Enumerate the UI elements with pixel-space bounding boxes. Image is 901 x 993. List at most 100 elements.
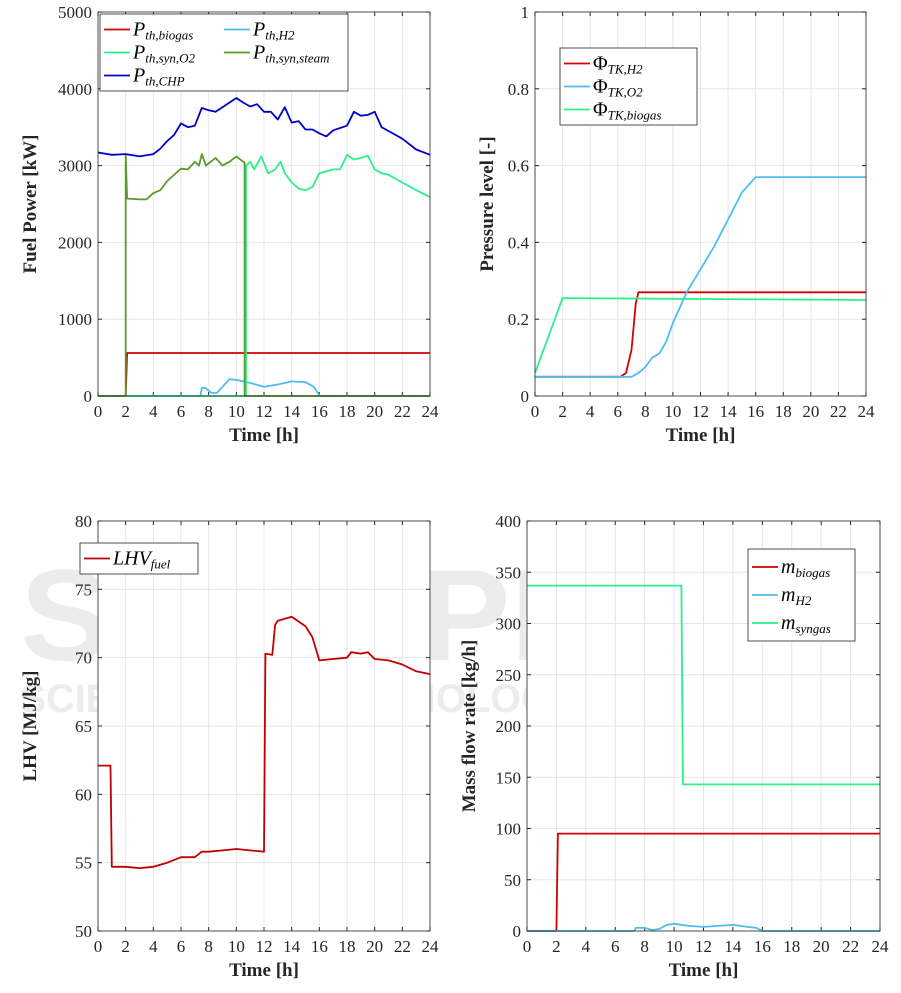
x-tick-label: 12 bbox=[695, 937, 712, 956]
legend-subscript: th,CHP bbox=[145, 74, 184, 89]
x-tick-label: 6 bbox=[614, 402, 623, 421]
x-tick-label: 8 bbox=[204, 402, 213, 421]
x-axis-label: Time [h] bbox=[229, 425, 299, 446]
legend-subscript: th,biogas bbox=[145, 28, 193, 43]
legend-subscript: biogas bbox=[795, 565, 830, 580]
axes-box bbox=[97, 11, 431, 397]
x-tick-label: 14 bbox=[283, 402, 301, 421]
x-tick-label: 14 bbox=[724, 937, 742, 956]
x-tick-label: 20 bbox=[813, 937, 830, 956]
y-tick-label: 65 bbox=[75, 717, 92, 736]
legend-symbol: Φ bbox=[593, 99, 608, 121]
y-axis-label: Pressure level [-] bbox=[477, 136, 498, 271]
y-axis-label: Fuel Power [kW] bbox=[20, 135, 41, 274]
y-tick-label: 80 bbox=[75, 512, 92, 531]
x-tick-label: 22 bbox=[842, 937, 859, 956]
subplot-3: 0 2 4 6 8 10 12 14 16 18 20 22 2450556065707580Time … bbox=[20, 512, 439, 981]
legend-entry: mH2 bbox=[781, 584, 812, 608]
x-tick-label: 2 bbox=[121, 937, 130, 956]
legend-symbol: m bbox=[781, 612, 795, 634]
y-tick-label: 50 bbox=[75, 922, 92, 941]
x-tick-label: 24 bbox=[872, 937, 890, 956]
x-axis-label: Time [h] bbox=[229, 960, 299, 981]
y-axis-label: Mass flow rate [kg/h] bbox=[459, 640, 480, 813]
legend-entry: Pth,syn,steam bbox=[252, 42, 330, 66]
x-tick-label: 10 bbox=[228, 937, 245, 956]
legend-subscript: TK,O2 bbox=[608, 85, 644, 100]
legend-subscript: th,H2 bbox=[265, 28, 295, 43]
series-line-th-syn-O2 bbox=[98, 153, 431, 397]
legend-entry: Pth,syn,O2 bbox=[132, 42, 196, 66]
x-tick-label: 0 bbox=[531, 402, 540, 421]
legend-subscript: th,syn,O2 bbox=[145, 51, 195, 66]
legend-entry: LHVfuel bbox=[112, 548, 171, 572]
x-tick-label: 2 bbox=[121, 402, 130, 421]
x-tick-label: 8 bbox=[641, 402, 650, 421]
x-tick-label: 6 bbox=[177, 402, 186, 421]
y-tick-label: 250 bbox=[496, 666, 522, 685]
y-tick-label: 200 bbox=[496, 717, 522, 736]
x-tick-label: 0 bbox=[94, 402, 103, 421]
x-tick-label: 4 bbox=[586, 402, 595, 421]
legend-subscript: th,syn,steam bbox=[265, 51, 329, 66]
x-tick-label: 4 bbox=[582, 937, 591, 956]
legend-symbol: P bbox=[252, 42, 265, 64]
x-tick-label: 10 bbox=[664, 402, 681, 421]
series-line-th-H2 bbox=[98, 378, 430, 397]
x-tick-label: 20 bbox=[802, 402, 819, 421]
x-tick-label: 18 bbox=[775, 402, 792, 421]
series-line-th-syn-steam bbox=[98, 153, 430, 397]
y-tick-label: 0 bbox=[84, 387, 93, 406]
x-tick-label: 22 bbox=[394, 937, 411, 956]
y-tick-label: 55 bbox=[75, 854, 92, 873]
x-tick-label: 2 bbox=[552, 937, 561, 956]
legend-subscript: TK,H2 bbox=[608, 62, 644, 77]
legend-subscript: H2 bbox=[794, 593, 811, 608]
legend-entry: ΦTK,H2 bbox=[593, 53, 643, 77]
legend-symbol: Φ bbox=[593, 76, 608, 98]
subplot-4: 0 2 4 6 8 10 12 14 16 18 20 22 240501001502002503003… bbox=[459, 512, 889, 981]
y-tick-label: 150 bbox=[496, 768, 522, 787]
legend-entry: ΦTK,biogas bbox=[593, 99, 661, 123]
y-tick-label: 0 bbox=[521, 387, 530, 406]
x-tick-label: 4 bbox=[149, 937, 158, 956]
series-line-H2 bbox=[527, 922, 880, 932]
legend-symbol: P bbox=[252, 19, 265, 41]
x-tick-label: 18 bbox=[339, 937, 356, 956]
y-tick-label: 50 bbox=[504, 871, 521, 890]
x-tick-label: 6 bbox=[611, 937, 620, 956]
legend-entry: Pth,biogas bbox=[132, 19, 193, 43]
x-tick-label: 4 bbox=[149, 402, 158, 421]
series-line-TK-O2 bbox=[535, 176, 866, 378]
legend-subscript: TK,biogas bbox=[608, 108, 662, 123]
x-tick-label: 24 bbox=[858, 402, 876, 421]
y-tick-label: 70 bbox=[75, 649, 92, 668]
y-tick-label: 0.6 bbox=[508, 157, 529, 176]
subplot-1: 0 2 4 6 8 10 12 14 16 18 20 22 240100020003000400050… bbox=[20, 3, 439, 446]
series-line-th-CHP bbox=[97, 97, 431, 158]
x-tick-label: 18 bbox=[783, 937, 800, 956]
series-line-TK-biogas bbox=[534, 297, 867, 374]
x-tick-label: 24 bbox=[422, 937, 440, 956]
y-tick-label: 5000 bbox=[58, 3, 92, 22]
x-tick-label: 8 bbox=[640, 937, 649, 956]
y-tick-label: 75 bbox=[75, 580, 92, 599]
x-tick-label: 8 bbox=[204, 937, 213, 956]
x-tick-label: 14 bbox=[283, 937, 301, 956]
x-tick-label: 20 bbox=[366, 402, 383, 421]
x-tick-label: 16 bbox=[311, 937, 328, 956]
legend-entry: Pth,H2 bbox=[252, 19, 295, 43]
y-tick-label: 350 bbox=[496, 563, 522, 582]
y-tick-label: 60 bbox=[75, 785, 92, 804]
axes-box bbox=[97, 520, 431, 932]
legend-entry: ΦTK,O2 bbox=[593, 76, 643, 100]
legend: LHVfuel bbox=[79, 542, 199, 575]
x-tick-label: 18 bbox=[339, 402, 356, 421]
legend-subscript: syngas bbox=[795, 621, 830, 636]
subplot-2: 0 2 4 6 8 10 12 14 16 18 20 22 2400.20.40.60.81Time … bbox=[477, 3, 875, 446]
legend-entry: Pth,CHP bbox=[132, 65, 185, 89]
y-tick-label: 0 bbox=[513, 922, 522, 941]
